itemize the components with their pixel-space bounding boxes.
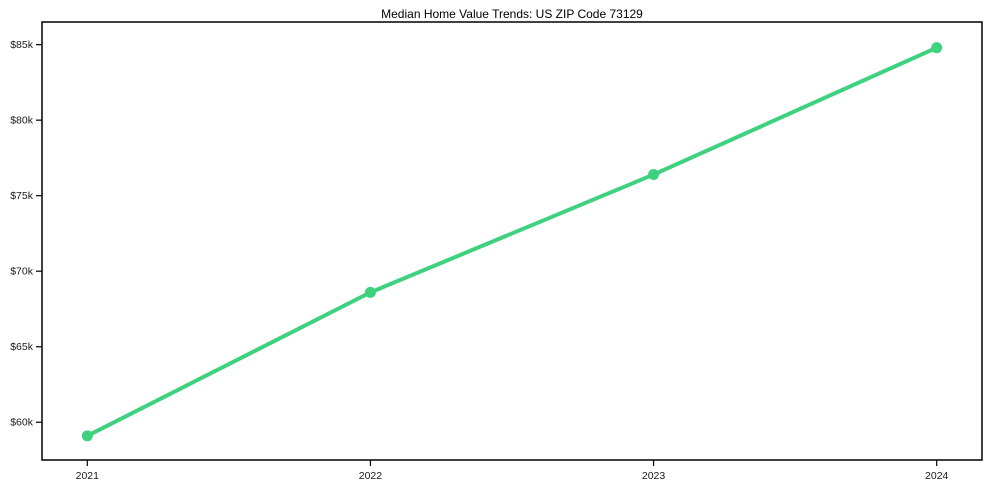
x-axis-tick-label: 2024 xyxy=(925,470,949,482)
y-axis-tick-label: $70k xyxy=(10,266,34,278)
data-point-marker xyxy=(364,286,376,298)
data-point-marker xyxy=(648,169,660,181)
y-axis-tick-label: $85k xyxy=(10,39,34,51)
y-axis-tick-label: $60k xyxy=(10,417,34,429)
x-axis-tick-label: 2022 xyxy=(359,470,383,482)
data-point-marker xyxy=(81,430,93,442)
x-axis-tick-label: 2023 xyxy=(642,470,666,482)
x-axis-tick-label: 2021 xyxy=(76,470,100,482)
plot-border xyxy=(41,21,983,461)
chart-title: Median Home Value Trends: US ZIP Code 73… xyxy=(381,7,643,21)
y-axis-tick-label: $80k xyxy=(10,115,34,127)
trend-line xyxy=(85,45,939,438)
y-axis-tick-label: $75k xyxy=(10,190,34,202)
data-point-marker xyxy=(931,42,943,54)
y-axis-tick-label: $65k xyxy=(10,341,34,353)
